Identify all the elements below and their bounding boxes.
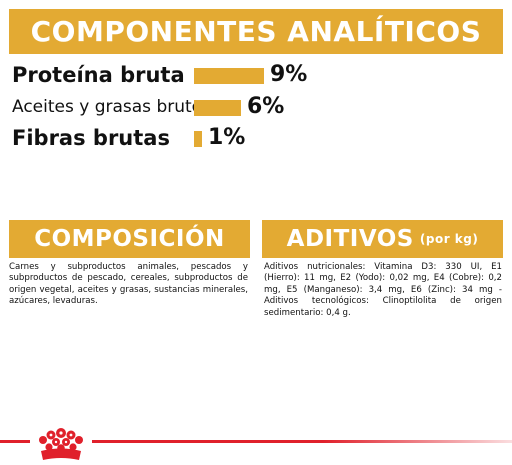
royal-canin-crown-icon: [39, 428, 83, 460]
footer-red-line-right: [92, 440, 512, 443]
analytic-bar: [194, 68, 264, 84]
analytic-row-value: 9%: [270, 62, 308, 87]
additives-text: Aditivos nutricionales: Vitamina D3: 330…: [264, 262, 502, 318]
analytic-components-banner: COMPONENTES ANALÍTICOS: [9, 9, 503, 54]
analytic-components-title: COMPONENTES ANALÍTICOS: [30, 15, 482, 48]
analytic-row-label: Aceites y grasas brutos: [12, 97, 211, 117]
footer-red-line-left: [0, 440, 30, 443]
analytic-bar: [194, 100, 241, 116]
additives-banner: ADITIVOS (por kg): [262, 220, 503, 258]
additives-title-suffix: (por kg): [419, 232, 479, 246]
analytic-row-label: Fibras brutas: [12, 126, 170, 150]
analytic-row-value: 6%: [247, 94, 285, 119]
additives-title: ADITIVOS: [286, 226, 414, 252]
composition-text: Carnes y subproductos animales, pescados…: [9, 262, 248, 307]
composition-title: COMPOSICIÓN: [34, 226, 225, 252]
analytic-row-value: 1%: [208, 125, 246, 150]
analytic-row-label: Proteína bruta: [12, 63, 185, 87]
composition-banner: COMPOSICIÓN: [9, 220, 250, 258]
analytic-bar: [194, 131, 202, 147]
